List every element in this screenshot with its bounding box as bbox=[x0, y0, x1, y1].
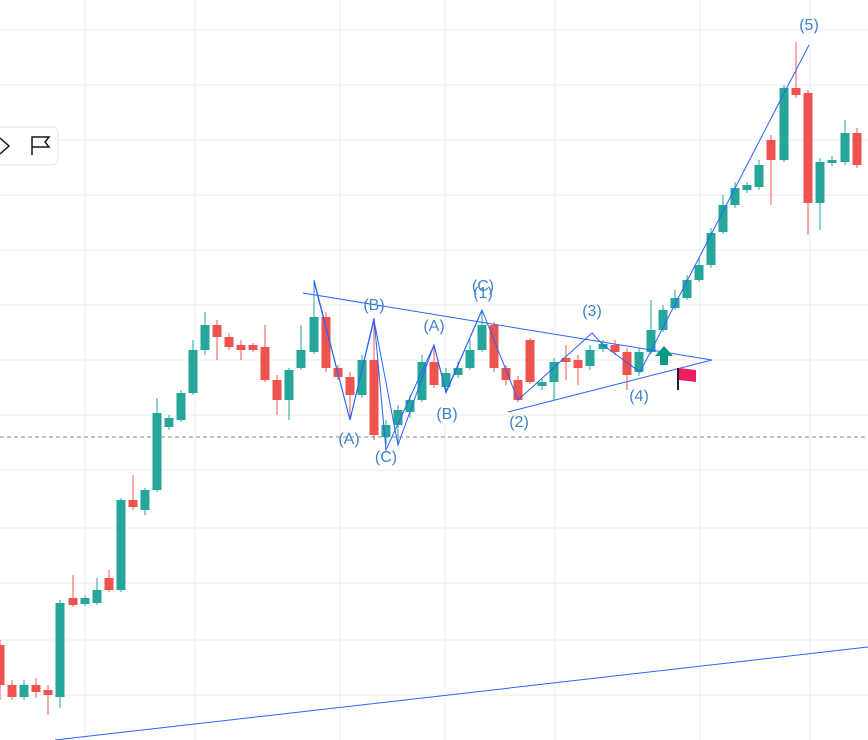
candle-body bbox=[513, 380, 523, 400]
candle-body bbox=[236, 345, 246, 350]
wave-label: (3) bbox=[582, 303, 602, 320]
candle-body bbox=[116, 500, 126, 590]
candle-body bbox=[441, 373, 451, 387]
candle-body bbox=[465, 350, 475, 368]
candle-body bbox=[284, 370, 294, 400]
candle-body bbox=[80, 598, 90, 604]
candle-body bbox=[477, 325, 487, 350]
candle-body bbox=[188, 350, 198, 393]
candle-body bbox=[730, 188, 740, 205]
candle-body bbox=[55, 603, 65, 697]
candle-body bbox=[670, 298, 680, 308]
candle-body bbox=[766, 140, 776, 160]
candle-body bbox=[827, 160, 837, 163]
flag-tool[interactable] bbox=[31, 136, 51, 155]
candle-body bbox=[393, 410, 403, 425]
candle-body bbox=[140, 490, 150, 510]
candle-body bbox=[0, 645, 5, 685]
candle-body bbox=[369, 360, 379, 435]
wave-label: (A) bbox=[338, 431, 359, 448]
candle-body bbox=[429, 362, 439, 385]
candle-body bbox=[501, 368, 511, 380]
candle-body bbox=[260, 347, 270, 380]
candle-body bbox=[321, 317, 331, 368]
candle-body bbox=[176, 393, 186, 420]
candle-body bbox=[152, 413, 162, 490]
markers bbox=[655, 346, 696, 390]
candle-body bbox=[525, 340, 535, 382]
wave-label: (A) bbox=[423, 318, 444, 335]
candle-body bbox=[803, 93, 813, 203]
candle-body bbox=[852, 133, 862, 165]
candle-body bbox=[43, 690, 53, 695]
wave-label: (C) bbox=[472, 278, 494, 295]
drawings bbox=[54, 44, 868, 740]
wave-label: (5) bbox=[799, 17, 819, 34]
candle-body bbox=[381, 425, 391, 437]
wave-label: (B) bbox=[436, 406, 457, 423]
candle-body bbox=[104, 578, 114, 590]
wave-label: (2) bbox=[509, 414, 529, 431]
candle-body bbox=[212, 325, 222, 337]
wave-labels: (A)(B)(C)(A)(B)(C)(1)(2)(3)(4)(5) bbox=[338, 17, 818, 466]
correction-path bbox=[313, 281, 483, 447]
wave-label: (B) bbox=[363, 297, 384, 314]
candle-body bbox=[682, 280, 692, 298]
candle-body bbox=[68, 598, 78, 605]
candle-body bbox=[610, 345, 620, 352]
candle-body bbox=[634, 352, 644, 372]
candle-body bbox=[754, 165, 764, 187]
wave-path bbox=[313, 44, 810, 452]
candle-body bbox=[92, 590, 102, 603]
candle-body bbox=[357, 360, 367, 395]
candle-body bbox=[19, 685, 29, 697]
candle-body bbox=[658, 310, 668, 330]
candle-body bbox=[840, 133, 850, 162]
candle-body bbox=[417, 362, 427, 400]
triangle-top bbox=[302, 292, 713, 361]
wave-label: (C) bbox=[375, 449, 397, 466]
candle-body bbox=[7, 685, 17, 697]
candle-body bbox=[31, 685, 41, 692]
wave-label: (4) bbox=[629, 388, 649, 405]
candle-body bbox=[345, 377, 355, 395]
trend-line bbox=[54, 646, 868, 740]
candle-body bbox=[549, 362, 559, 382]
candle-body bbox=[815, 162, 825, 203]
candle-body bbox=[561, 358, 571, 362]
candle-body bbox=[296, 350, 306, 368]
candles bbox=[0, 42, 862, 715]
candle-body bbox=[742, 185, 752, 190]
candle-body bbox=[585, 350, 595, 366]
candle-body bbox=[164, 418, 174, 427]
candle-body bbox=[489, 325, 499, 368]
candle-body bbox=[573, 360, 583, 368]
buy-arrow bbox=[655, 346, 673, 365]
candle-body bbox=[200, 325, 210, 350]
candle-body bbox=[272, 380, 282, 400]
candle-body bbox=[646, 330, 656, 352]
candle-body bbox=[453, 368, 463, 375]
candle-body bbox=[622, 352, 632, 375]
candle-body bbox=[598, 344, 608, 349]
candle-body bbox=[537, 382, 547, 386]
candle-body bbox=[309, 317, 319, 352]
flag bbox=[679, 368, 696, 382]
candle-body bbox=[706, 233, 716, 265]
wave-label: (1) bbox=[473, 285, 493, 302]
candle-body bbox=[224, 337, 234, 347]
candle-body bbox=[718, 205, 728, 232]
toolbar bbox=[0, 126, 59, 166]
candle-body bbox=[405, 400, 415, 412]
candle-body bbox=[128, 500, 138, 507]
candle-body bbox=[694, 265, 704, 280]
candle-body bbox=[791, 88, 801, 95]
candle-body bbox=[248, 345, 258, 350]
candle-body bbox=[779, 88, 789, 160]
tool-icon[interactable] bbox=[0, 137, 11, 155]
